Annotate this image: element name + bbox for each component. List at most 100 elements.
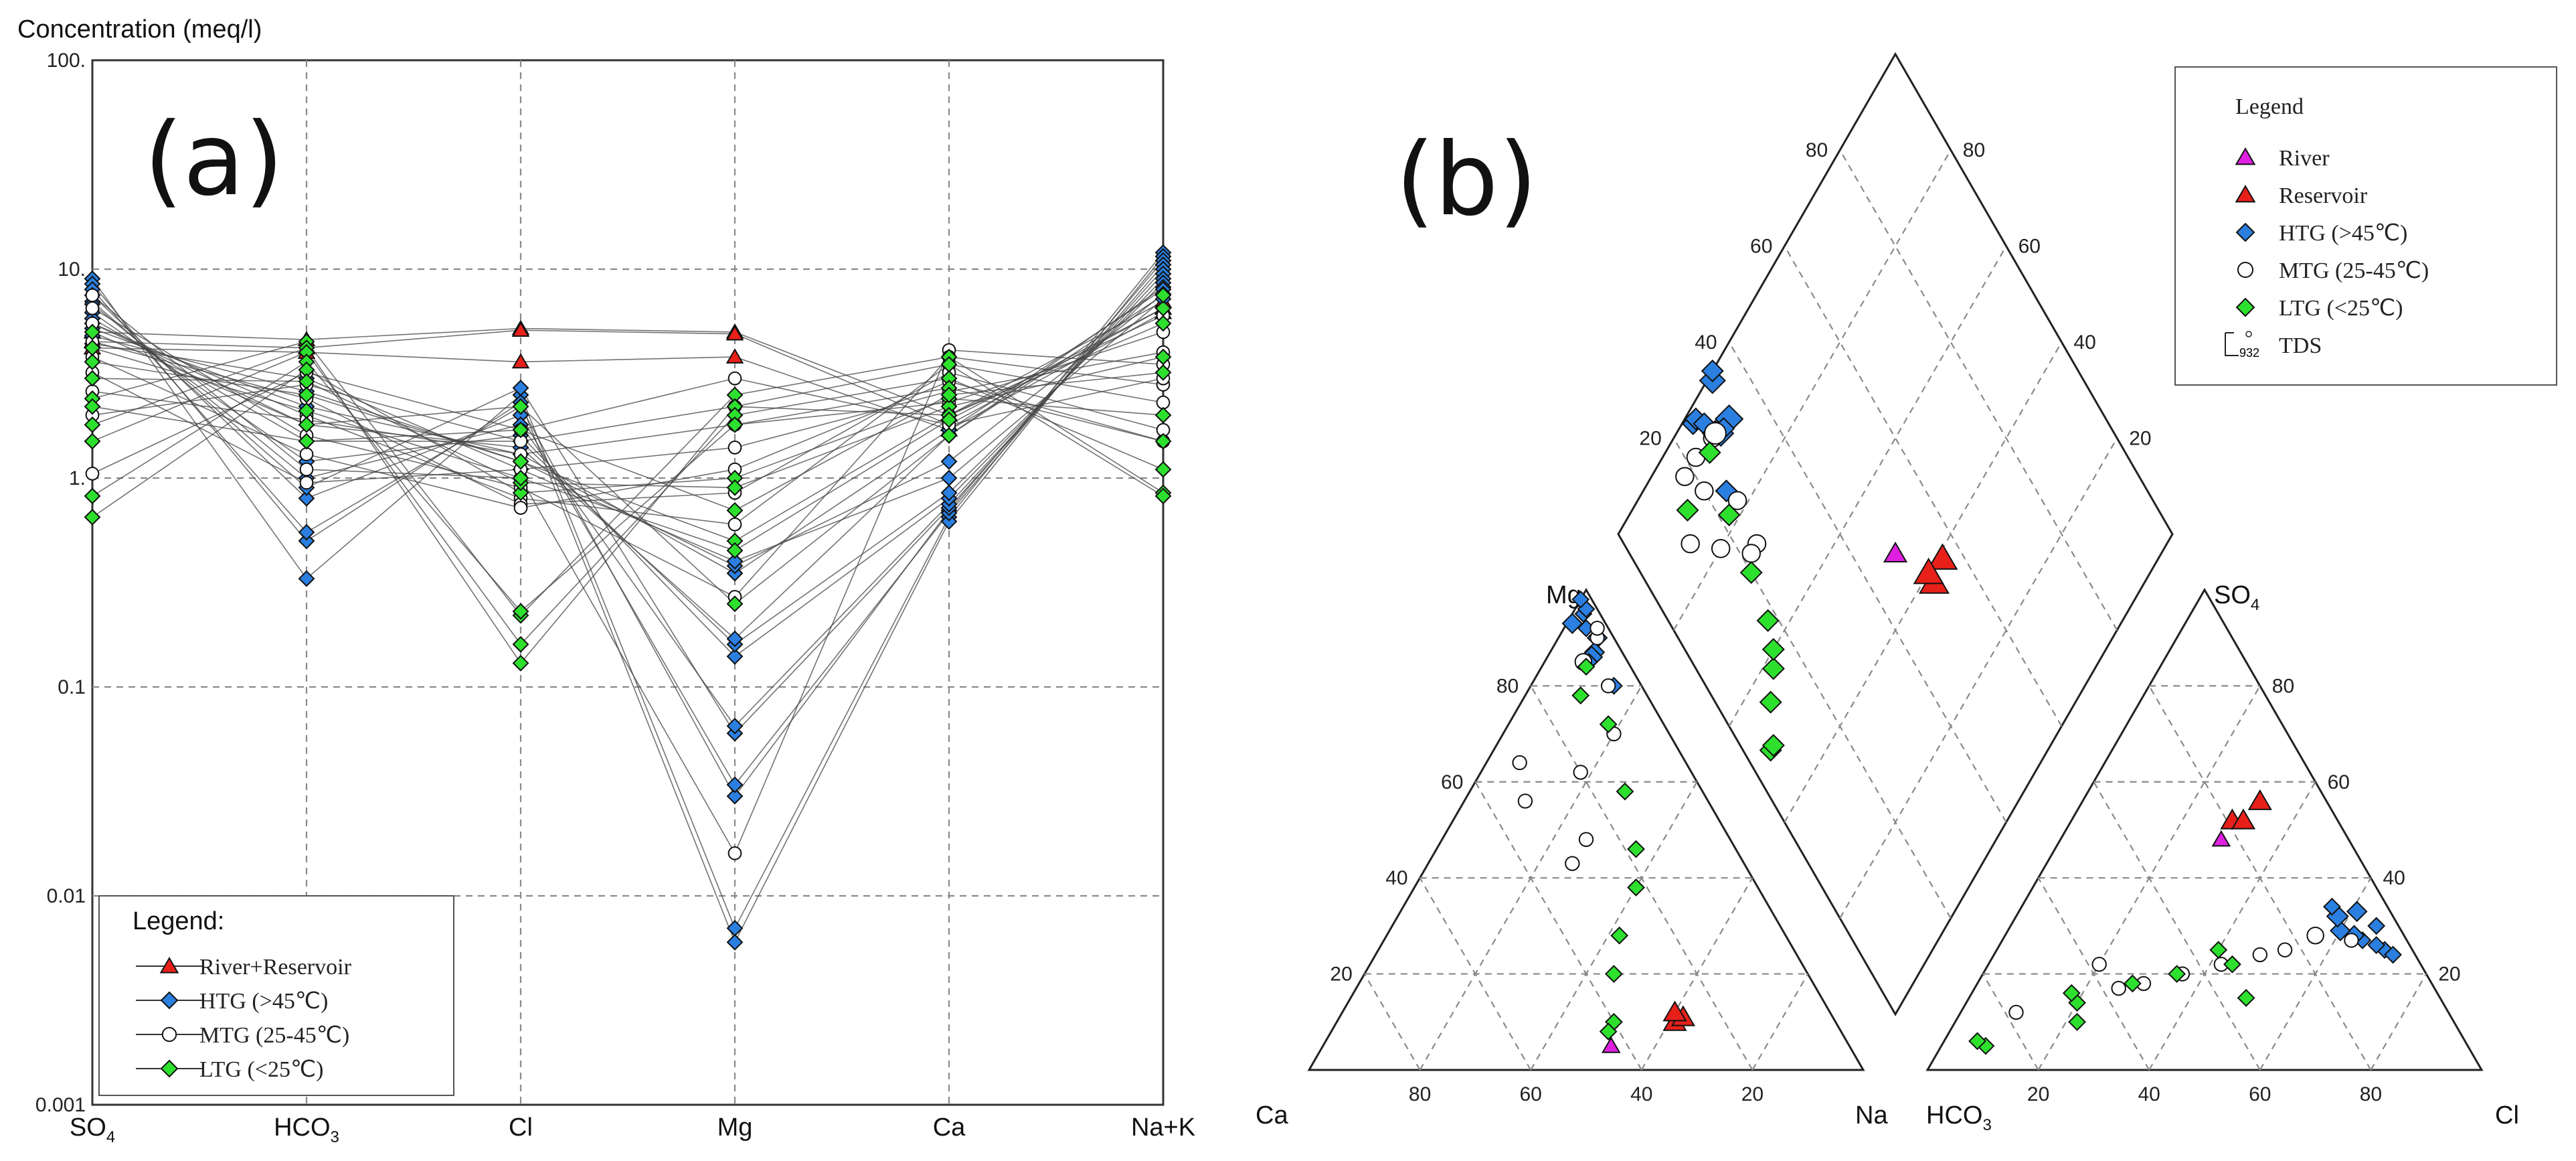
y-axis-label: Concentration (meq/l) [17, 15, 262, 44]
piper-point [1577, 657, 1596, 676]
data-point [85, 467, 100, 481]
data-point [726, 717, 744, 734]
legend-label: Reservoir [2279, 183, 2368, 208]
anion-right-tick: 20 [2438, 963, 2460, 986]
piper-point [1578, 832, 1594, 848]
y-tick-label: 1. [69, 467, 86, 489]
piper-point [1561, 613, 1583, 634]
piper-point [1627, 878, 1645, 897]
data-point [511, 353, 530, 369]
series-lines [92, 252, 1164, 944]
legend-title: Legend: [133, 907, 224, 935]
piper-point [1610, 926, 1629, 945]
piper-point [2062, 984, 2081, 1002]
anion-bottom-tick: 40 [2138, 1083, 2160, 1105]
series-line [92, 356, 1164, 489]
piper-grid-line [1530, 685, 1753, 1071]
diamond-grid-line [1672, 149, 1952, 631]
x-tick-label: HCO3 [274, 1113, 339, 1146]
data-point [84, 323, 101, 341]
legend-title: Legend [2235, 94, 2304, 119]
series-line [92, 323, 1164, 542]
panel-b-piper-chart: 20 20 20 20 20 20 40 40 40 40 40 40 60 60 60 60 60 60 80 80… [1256, 52, 2557, 1134]
piper-point [2091, 957, 2107, 972]
data-point [1154, 433, 1172, 450]
piper-point [1662, 1000, 1687, 1022]
series-line [92, 298, 1164, 562]
data-point [726, 479, 744, 496]
piper-point [1681, 534, 1700, 554]
legend-label: MTG (25-45℃) [199, 1023, 349, 1048]
diamond-field [1617, 52, 2174, 1016]
data-point [84, 416, 101, 433]
series-line [92, 331, 1164, 455]
diamond-left-tick: 60 [1750, 236, 1772, 258]
piper-point [2008, 1004, 2024, 1020]
series-line [92, 282, 1164, 645]
legend-label: HTG (>45℃) [199, 989, 328, 1014]
piper-point [2323, 897, 2341, 916]
series-line [92, 295, 1164, 605]
piper-point [1627, 840, 1645, 858]
cation-left-tick: 20 [1330, 963, 1352, 986]
data-point [940, 469, 958, 487]
data-point [726, 595, 744, 613]
data-point [512, 453, 529, 470]
data-point [726, 501, 744, 519]
tds-size-value: 932 [2239, 346, 2259, 360]
data-point [726, 647, 744, 665]
data-point [84, 339, 101, 356]
piper-grid-line [2037, 877, 2150, 1071]
cation-left-tick: 60 [1441, 771, 1463, 793]
data-point [727, 846, 742, 860]
series-line [92, 347, 1164, 664]
data-point [940, 453, 958, 470]
piper-point [1883, 541, 1908, 562]
legend-marker [159, 957, 179, 974]
data-point [725, 325, 744, 341]
data-point [1154, 299, 1172, 317]
y-tick-label: 0.01 [47, 885, 86, 907]
piper-point [1616, 782, 1634, 801]
piper-point [2346, 901, 2368, 923]
piper-point [2211, 830, 2231, 847]
piper-point [1590, 621, 1605, 636]
data-point [298, 532, 315, 550]
anion-left-label: HCO3 [1926, 1101, 1992, 1134]
series-line [92, 268, 1164, 734]
data-point [1154, 461, 1172, 478]
piper-point [2384, 945, 2402, 964]
data-point [298, 386, 315, 404]
data-point [512, 421, 529, 439]
diamond-right-tick: 60 [2019, 236, 2041, 258]
data-point [512, 469, 529, 487]
series-line [92, 252, 1164, 930]
cation-bottom-tick: 20 [1741, 1083, 1764, 1105]
x-tick-label: Ca [933, 1113, 966, 1142]
data-point [512, 398, 529, 415]
data-point [84, 487, 101, 505]
diamond-right-tick: 40 [2073, 331, 2095, 354]
data-point [1154, 315, 1172, 332]
cation-triangle [1307, 587, 1865, 1071]
data-point [85, 301, 100, 315]
tds-label: TDS [2279, 333, 2322, 358]
data-point [85, 288, 100, 303]
panel-label-b: (b) [1395, 122, 1537, 238]
data-point [940, 484, 958, 501]
legend-marker [161, 1026, 177, 1042]
piper-grid-line [1530, 781, 1698, 1071]
piper-point [1512, 755, 1527, 771]
series-line [92, 372, 1164, 512]
y-tick-label: 100. [47, 50, 86, 72]
data-point [84, 354, 101, 370]
cation-bottom-tick: 80 [1409, 1083, 1431, 1105]
diamond-grid-line [1672, 437, 1952, 919]
piper-point [1762, 734, 1785, 757]
diamond-grid-line [1784, 246, 2063, 727]
data-point [726, 787, 744, 805]
piper-point [1573, 765, 1588, 780]
panel-label-a: (a) [144, 102, 284, 218]
piper-grid-line [2148, 685, 2372, 1071]
